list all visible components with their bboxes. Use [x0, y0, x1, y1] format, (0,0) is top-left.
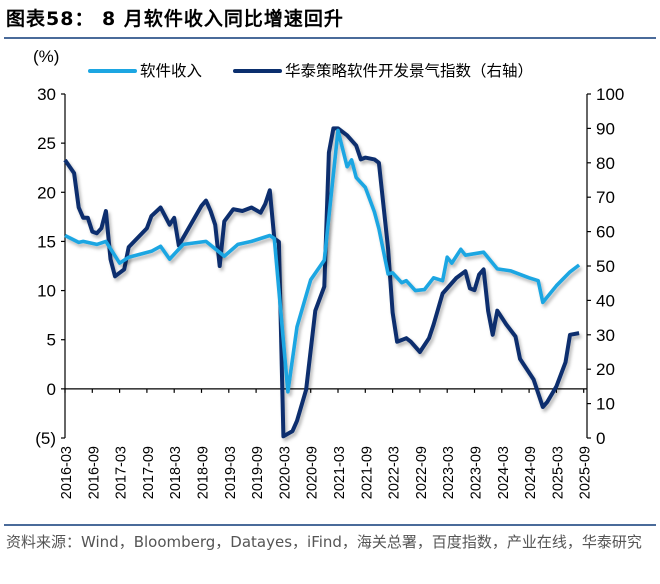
- source-note: 资料来源：Wind，Bloomberg，Datayes，iFind，海关总署，百…: [6, 533, 642, 551]
- chart-title: 图表58： 8 月软件收入同比增速回升: [6, 8, 344, 30]
- right-tick-label: 90: [596, 119, 615, 138]
- x-tick-label: 2017-03: [114, 446, 130, 499]
- right-tick-label: 50: [596, 257, 615, 276]
- left-axis-unit: (%): [33, 47, 59, 66]
- right-tick-label: 0: [596, 429, 605, 448]
- left-tick-label: 15: [37, 232, 56, 251]
- title-divider: [4, 37, 656, 39]
- x-tick-label: 2022-03: [387, 446, 403, 499]
- x-tick-label: 2023-09: [469, 446, 485, 499]
- left-tick-label: 25: [37, 134, 56, 153]
- x-tick-label: 2020-03: [277, 446, 293, 499]
- right-tick-label: 100: [596, 85, 624, 104]
- x-tick-label: 2018-09: [196, 446, 212, 499]
- x-tick-label: 2019-09: [250, 446, 266, 499]
- chart: (5) 0 5 10 15 20 25 30 (%) 0 10 20 30 40 50 60 70 80 90 100…: [33, 47, 624, 499]
- x-tick-label: 2025-09: [578, 446, 594, 499]
- right-tick-label: 30: [596, 326, 615, 345]
- left-tick-label: (5): [35, 429, 56, 448]
- x-tick-label: 2020-09: [305, 446, 321, 499]
- right-tick-label: 70: [596, 188, 615, 207]
- legend-label-revenue: 软件收入: [140, 62, 202, 80]
- x-tick-label: 2019-03: [223, 446, 239, 499]
- x-tick-label: 2016-03: [59, 446, 75, 499]
- x-tick-label: 2023-03: [441, 446, 457, 499]
- x-tick-label: 2017-09: [141, 446, 157, 499]
- right-tick-label: 60: [596, 223, 615, 242]
- right-tick-label: 20: [596, 360, 615, 379]
- right-tick-label: 80: [596, 154, 615, 173]
- legend-label-index: 华泰策略软件开发景气指数（右轴）: [285, 62, 533, 80]
- software-revenue-line: [64, 128, 581, 394]
- x-tick-label: 2022-09: [414, 446, 430, 499]
- x-tick-label: 2024-09: [523, 446, 539, 499]
- left-tick-label: 5: [47, 331, 56, 350]
- index-line: [63, 126, 580, 439]
- x-tick-label: 2025-03: [550, 446, 566, 499]
- x-tick-label: 2016-09: [86, 446, 102, 499]
- footer-divider: [4, 524, 656, 526]
- right-tick-label: 10: [596, 395, 615, 414]
- x-tick-label: 2024-03: [496, 446, 512, 499]
- x-tick-label: 2018-03: [168, 446, 184, 499]
- left-tick-label: 0: [47, 380, 56, 399]
- left-tick-label: 30: [37, 85, 56, 104]
- left-tick-label: 10: [37, 282, 56, 301]
- x-tick-label: 2021-03: [332, 446, 348, 499]
- x-tick-label: 2021-09: [359, 446, 375, 499]
- left-tick-label: 20: [37, 183, 56, 202]
- right-tick-label: 40: [596, 291, 615, 310]
